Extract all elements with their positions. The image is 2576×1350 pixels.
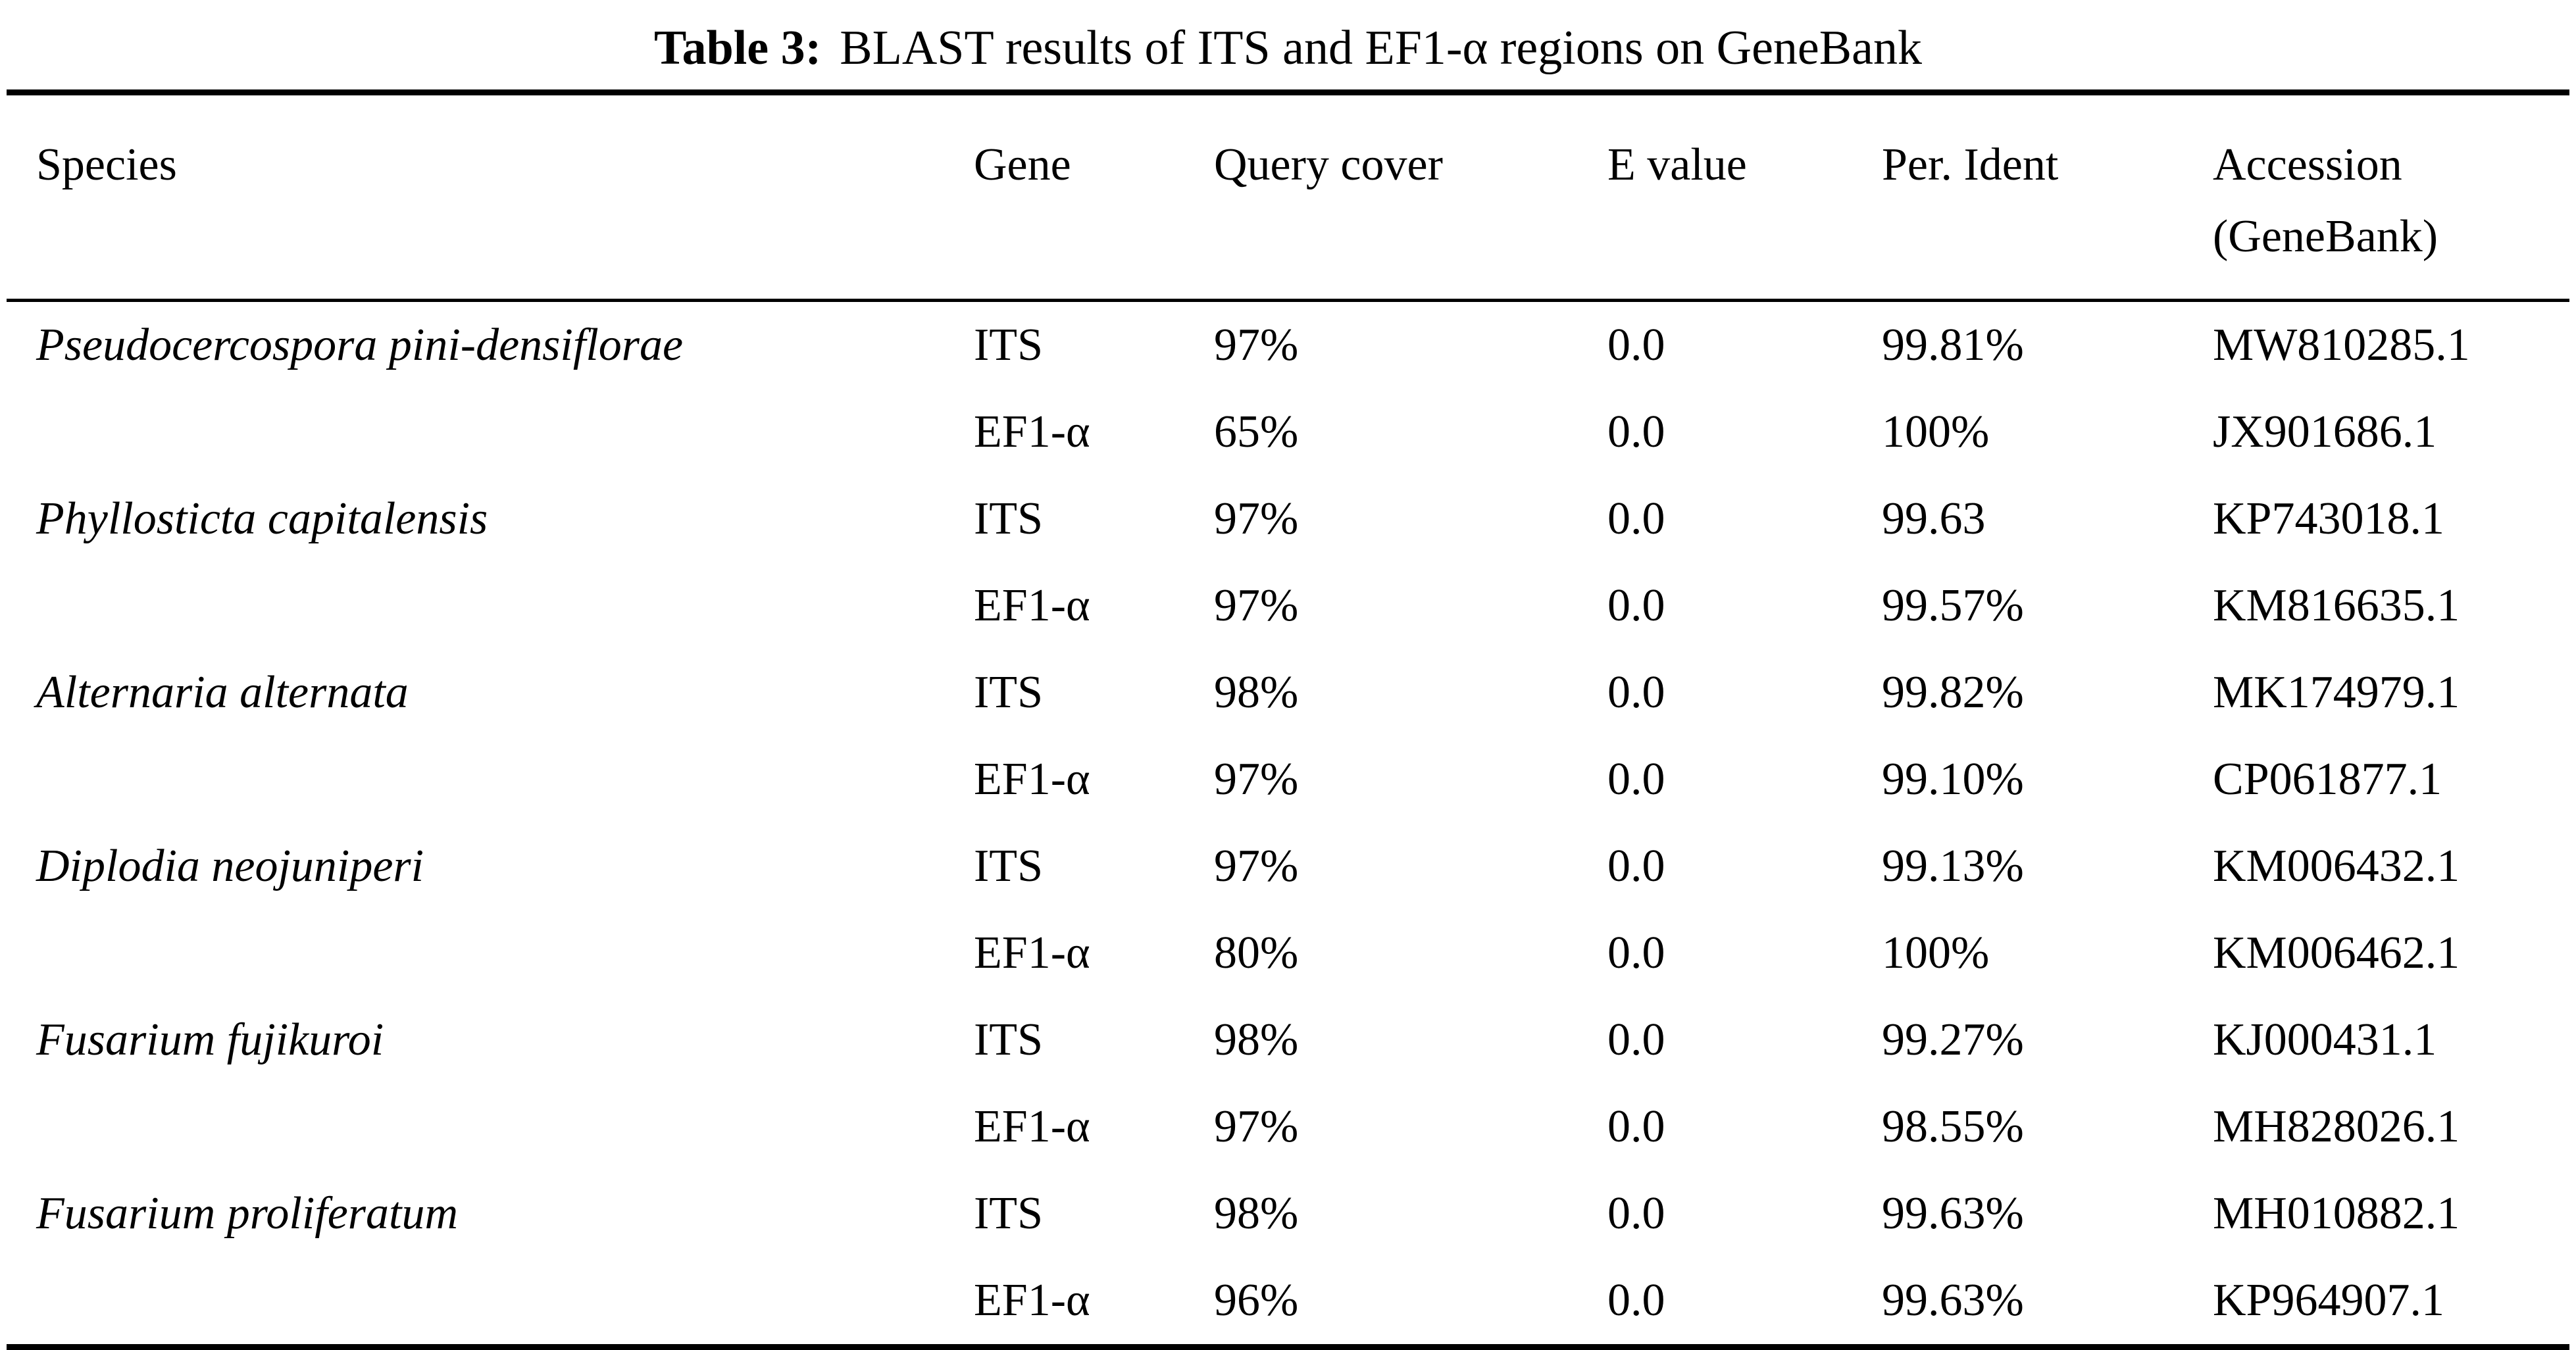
table-row: Pseudocercospora pini-densiflorae ITS 97… — [7, 301, 2569, 389]
gene-cell: EF1-α — [974, 407, 1090, 457]
table-row: EF1-α 97% 0.0 99.10% CP061877.1 — [7, 736, 2569, 823]
per-ident-cell: 99.81% — [1882, 320, 2024, 370]
query-cover-cell: 97% — [1214, 1101, 1299, 1152]
per-ident-cell: 99.82% — [1882, 667, 2024, 718]
column-header-per-ident: Per. Ident — [1882, 139, 2059, 190]
query-cover-cell: 65% — [1214, 407, 1299, 457]
query-cover-cell: 97% — [1214, 580, 1299, 631]
header-row: Species Gene Query cover E value Per. Id… — [7, 93, 2569, 301]
query-cover-cell: 98% — [1214, 1014, 1299, 1065]
gene-cell: EF1-α — [974, 1101, 1090, 1152]
column-header-accession-line1: Accession — [2213, 139, 2402, 190]
accession-cell: KM006462.1 — [2213, 928, 2460, 978]
query-cover-cell: 97% — [1214, 320, 1299, 370]
accession-cell: MK174979.1 — [2213, 667, 2460, 718]
column-header-e-value: E value — [1607, 139, 1747, 190]
gene-cell: ITS — [974, 1014, 1043, 1065]
table-row: Fusarium proliferatum ITS 98% 0.0 99.63%… — [7, 1170, 2569, 1257]
e-value-cell: 0.0 — [1607, 1275, 1665, 1326]
gene-cell: ITS — [974, 493, 1043, 544]
per-ident-cell: 99.63% — [1882, 1275, 2024, 1326]
species-cell — [7, 1257, 974, 1347]
column-header-gene: Gene — [974, 139, 1071, 190]
blast-results-table: Species Gene Query cover E value Per. Id… — [7, 89, 2569, 1350]
query-cover-cell: 97% — [1214, 754, 1299, 805]
gene-cell: EF1-α — [974, 928, 1090, 978]
e-value-cell: 0.0 — [1607, 928, 1665, 978]
table-caption-text: BLAST results of ITS and EF1-α regions o… — [840, 21, 1922, 75]
column-header-accession: Accession (GeneBank) — [2213, 93, 2569, 301]
e-value-cell: 0.0 — [1607, 1014, 1665, 1065]
per-ident-cell: 100% — [1882, 928, 1990, 978]
e-value-cell: 0.0 — [1607, 667, 1665, 718]
accession-cell: CP061877.1 — [2213, 754, 2442, 805]
accession-cell: MW810285.1 — [2213, 320, 2470, 370]
table-row: EF1-α 97% 0.0 99.57% KM816635.1 — [7, 562, 2569, 649]
e-value-cell: 0.0 — [1607, 754, 1665, 805]
e-value-cell: 0.0 — [1607, 493, 1665, 544]
accession-cell: KP964907.1 — [2213, 1275, 2444, 1326]
species-cell: Pseudocercospora pini-densiflorae — [36, 320, 684, 370]
species-cell: Alternaria alternata — [36, 667, 409, 718]
per-ident-cell: 98.55% — [1882, 1101, 2024, 1152]
e-value-cell: 0.0 — [1607, 580, 1665, 631]
column-header-species: Species — [36, 139, 177, 190]
table-caption: Table 3: BLAST results of ITS and EF1-α r… — [0, 12, 2576, 89]
gene-cell: ITS — [974, 667, 1043, 718]
query-cover-cell: 97% — [1214, 493, 1299, 544]
accession-cell: KM006432.1 — [2213, 841, 2460, 891]
accession-cell: MH828026.1 — [2213, 1101, 2460, 1152]
per-ident-cell: 99.63% — [1882, 1188, 2024, 1239]
accession-cell: KM816635.1 — [2213, 580, 2460, 631]
query-cover-cell: 80% — [1214, 928, 1299, 978]
species-cell — [7, 562, 974, 649]
gene-cell: ITS — [974, 320, 1043, 370]
species-cell — [7, 910, 974, 997]
e-value-cell: 0.0 — [1607, 407, 1665, 457]
accession-cell: KP743018.1 — [2213, 493, 2444, 544]
per-ident-cell: 100% — [1882, 407, 1990, 457]
column-header-accession-line2: (GeneBank) — [2213, 211, 2438, 262]
per-ident-cell: 99.27% — [1882, 1014, 2024, 1065]
table-caption-label: Table 3: — [654, 21, 822, 75]
table-row: EF1-α 80% 0.0 100% KM006462.1 — [7, 910, 2569, 997]
gene-cell: EF1-α — [974, 580, 1090, 631]
e-value-cell: 0.0 — [1607, 1101, 1665, 1152]
gene-cell: ITS — [974, 841, 1043, 891]
species-cell — [7, 389, 974, 476]
table-row: Phyllosticta capitalensis ITS 97% 0.0 99… — [7, 476, 2569, 562]
accession-cell: KJ000431.1 — [2213, 1014, 2437, 1065]
per-ident-cell: 99.57% — [1882, 580, 2024, 631]
e-value-cell: 0.0 — [1607, 1188, 1665, 1239]
query-cover-cell: 97% — [1214, 841, 1299, 891]
gene-cell: EF1-α — [974, 1275, 1090, 1326]
e-value-cell: 0.0 — [1607, 841, 1665, 891]
accession-cell: JX901686.1 — [2213, 407, 2437, 457]
e-value-cell: 0.0 — [1607, 320, 1665, 370]
species-cell: Fusarium proliferatum — [36, 1188, 459, 1239]
table-row: Fusarium fujikuroi ITS 98% 0.0 99.27% KJ… — [7, 997, 2569, 1084]
per-ident-cell: 99.10% — [1882, 754, 2024, 805]
table-row: Diplodia neojuniperi ITS 97% 0.0 99.13% … — [7, 823, 2569, 910]
query-cover-cell: 98% — [1214, 1188, 1299, 1239]
species-cell: Diplodia neojuniperi — [36, 841, 424, 891]
table-row: Alternaria alternata ITS 98% 0.0 99.82% … — [7, 649, 2569, 736]
table-row: EF1-α 97% 0.0 98.55% MH828026.1 — [7, 1084, 2569, 1170]
table-row: EF1-α 65% 0.0 100% JX901686.1 — [7, 389, 2569, 476]
query-cover-cell: 96% — [1214, 1275, 1299, 1326]
species-cell — [7, 736, 974, 823]
query-cover-cell: 98% — [1214, 667, 1299, 718]
table-row: EF1-α 96% 0.0 99.63% KP964907.1 — [7, 1257, 2569, 1347]
per-ident-cell: 99.63 — [1882, 493, 1986, 544]
column-header-query-cover: Query cover — [1214, 139, 1443, 190]
gene-cell: ITS — [974, 1188, 1043, 1239]
species-cell: Fusarium fujikuroi — [36, 1014, 384, 1065]
accession-cell: MH010882.1 — [2213, 1188, 2460, 1239]
species-cell: Phyllosticta capitalensis — [36, 493, 488, 544]
species-cell — [7, 1084, 974, 1170]
gene-cell: EF1-α — [974, 754, 1090, 805]
per-ident-cell: 99.13% — [1882, 841, 2024, 891]
